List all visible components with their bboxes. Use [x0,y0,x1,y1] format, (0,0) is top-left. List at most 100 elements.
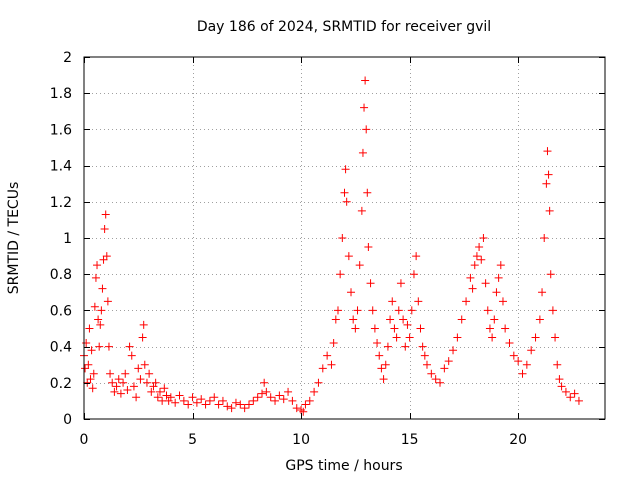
data-point [145,369,154,378]
data-point [123,386,132,395]
y-tick-label: 1.8 [50,86,72,102]
data-point [472,252,481,261]
data-point [545,206,554,215]
data-point [139,320,148,329]
data-point [88,384,97,393]
data-point [361,76,370,85]
data-point [381,360,390,369]
data-point [366,279,375,288]
data-point [218,396,227,405]
data-point [403,320,412,329]
data-point [333,306,342,315]
data-point [106,369,115,378]
data-point [132,393,141,402]
data-point [351,324,360,333]
data-point [119,378,128,387]
data-point [431,375,440,384]
data-point [518,369,527,378]
data-point [570,389,579,398]
data-point [197,395,206,404]
data-point [358,148,367,157]
data-point [360,103,369,112]
data-point [379,375,388,384]
data-point [116,389,125,398]
data-point [392,333,401,342]
data-point [355,261,364,270]
data-point [401,342,410,351]
data-point [188,393,197,402]
data-point [498,297,507,306]
data-point [127,351,136,360]
data-point [110,387,119,396]
data-point [405,333,414,342]
data-point [99,255,108,264]
data-point [468,284,477,293]
data-point [81,364,90,373]
y-axis-label: SRMTID / TECUs [6,182,22,295]
data-point [288,396,297,405]
data-point [121,369,130,378]
grid-lines [84,57,605,419]
data-point [192,398,201,407]
data-point [236,400,245,409]
data-point [140,360,149,369]
data-point [416,324,425,333]
data-point [522,360,531,369]
y-tick-labels: 0 0.2 0.4 0.6 0.8 1 1.2 1.4 1.6 1.8 2 [50,50,72,428]
data-point [318,364,327,373]
data-point [262,387,271,396]
data-point [153,393,162,402]
data-point [112,382,121,391]
data-point [279,395,288,404]
data-point [331,315,340,324]
data-point [136,375,145,384]
data-point [299,407,308,416]
data-point [86,375,95,384]
data-point [357,206,366,215]
data-point [485,324,494,333]
data-point [566,393,575,402]
data-point [349,315,358,324]
y-tick-label: 0.8 [50,267,72,283]
x-tick-label: 20 [509,432,527,448]
data-point [368,306,377,315]
y-tick-label: 2 [63,50,72,66]
x-tick-label: 10 [292,432,310,448]
data-point [94,315,103,324]
data-point [557,382,566,391]
data-point [466,273,475,282]
data-point [175,391,184,400]
data-point [561,387,570,396]
data-point [240,404,249,413]
data-point [205,396,214,405]
data-point [414,297,423,306]
data-point [422,360,431,369]
data-point [100,224,109,233]
data-point [227,404,236,413]
y-tick-label: 1 [63,231,72,247]
x-tick-label: 15 [401,432,419,448]
data-point [210,393,219,402]
data-point [386,315,395,324]
data-point [375,351,384,360]
data-point [223,402,232,411]
data-point [301,400,310,409]
data-point [336,270,345,279]
data-point [155,387,164,396]
data-point [101,210,110,219]
data-point [98,284,107,293]
data-point [258,389,267,398]
data-point [83,378,92,387]
data-point [344,252,353,261]
data-point [171,398,180,407]
data-point [138,333,147,342]
y-tick-label: 0.4 [50,340,72,356]
data-point [362,125,371,134]
data-point [114,375,123,384]
y-tick-label: 0.2 [50,376,72,392]
data-point [553,360,562,369]
data-point [377,364,386,373]
data-point [492,288,501,297]
data-point [85,324,94,333]
